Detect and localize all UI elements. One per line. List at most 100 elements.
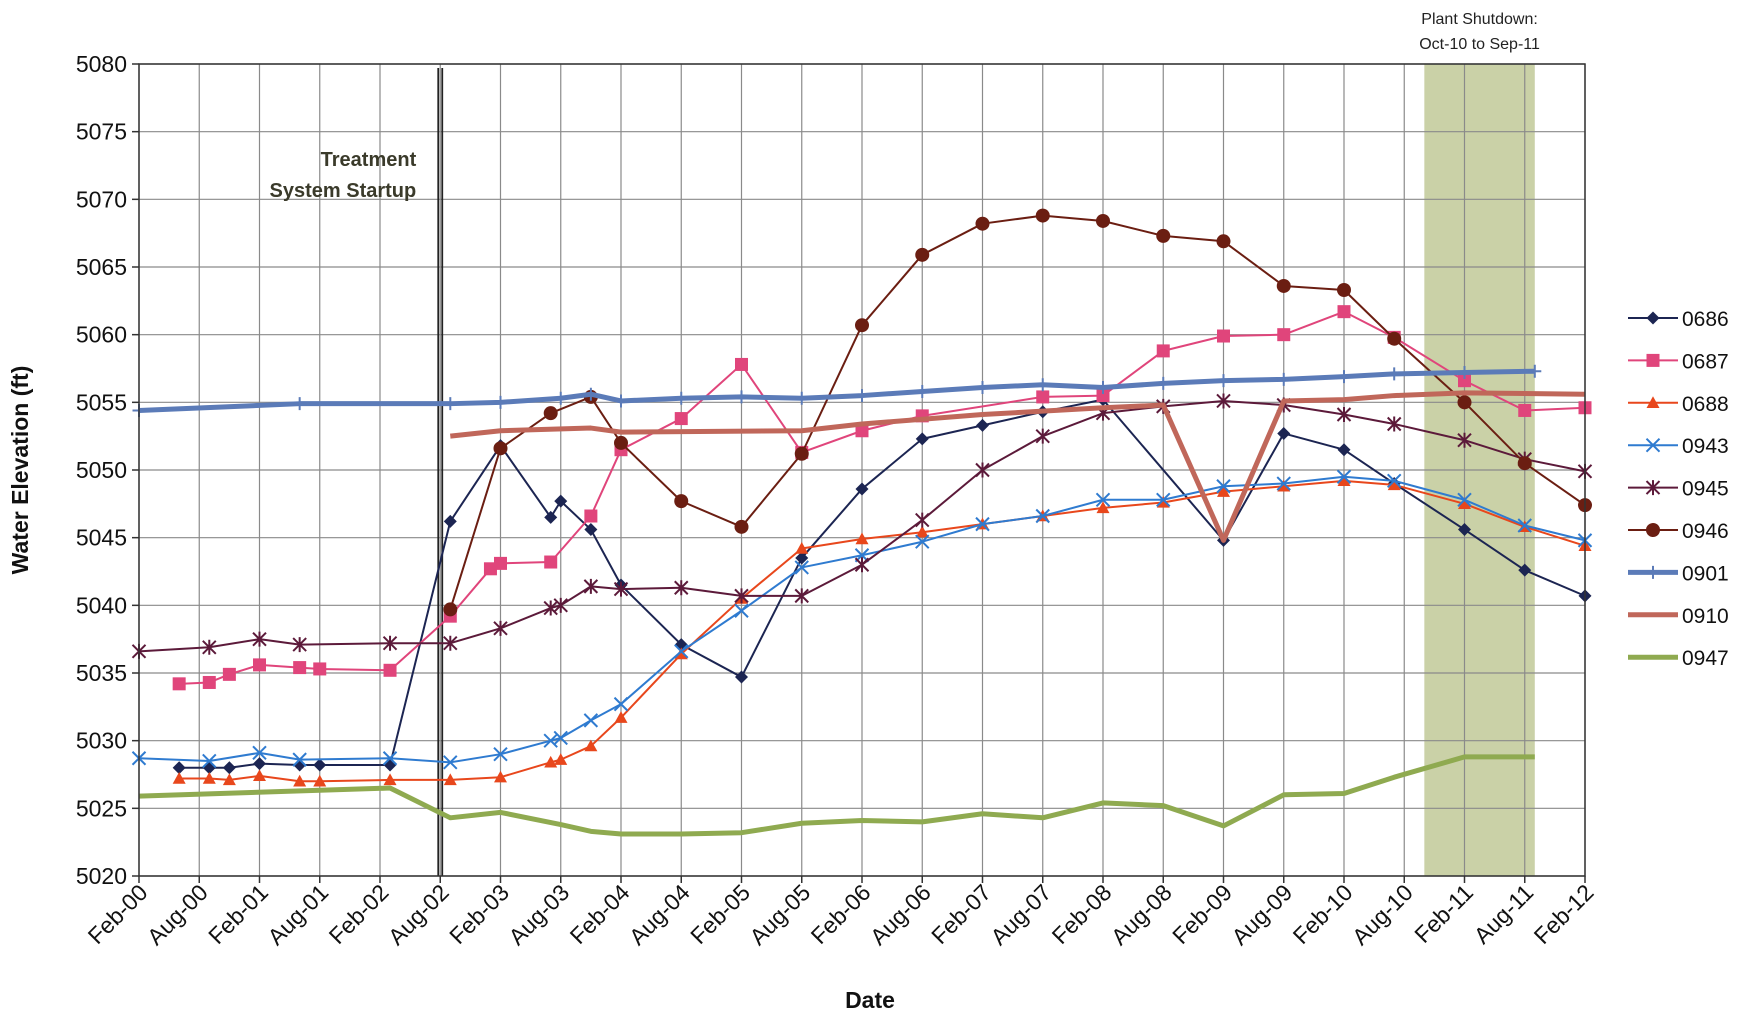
marker [1646,311,1660,325]
y-axis-title: Water Elevation (ft) [7,366,33,575]
marker [553,597,568,613]
y-tick-label: 5075 [76,119,127,145]
marker [1337,305,1351,319]
marker [975,216,990,231]
marker [554,391,568,405]
startup-label: Treatment [321,149,417,171]
marker [443,773,457,786]
marker [222,761,236,775]
marker [1336,407,1352,423]
marker [443,514,457,528]
marker [544,510,558,524]
marker [734,588,749,604]
marker [1156,344,1170,358]
legend-label: 0901 [1682,562,1729,585]
series-line [138,754,1535,837]
x-tick-label: Feb-03 [444,879,514,949]
y-tick-label: 5065 [76,254,127,280]
marker [1277,479,1291,492]
marker [253,658,266,672]
legend: 0686 0687 0688 0943 0945 0946 0901 0910 0947 [1628,308,1729,670]
marker [1336,469,1352,484]
marker [855,389,869,403]
marker [543,406,558,421]
plot-frame [138,63,1586,877]
series-line [179,310,1586,685]
marker [1457,395,1472,410]
marker [976,380,989,394]
x-tick-label: Aug-06 [865,879,936,950]
marker [583,713,599,728]
marker [1645,480,1661,496]
series [172,393,1592,775]
marker [383,663,397,677]
marker [544,755,558,768]
marker [383,773,397,786]
legend-label: 0946 [1682,520,1729,543]
marker [1387,478,1401,491]
x-tick-label: Feb-09 [1167,879,1237,949]
marker [222,667,236,681]
x-tick-label: Aug-05 [744,879,815,950]
marker [794,446,809,461]
legend-label: 0687 [1682,350,1729,373]
x-tick-label: Aug-11 [1469,879,1539,949]
x-tick-label: Aug-07 [985,879,1056,950]
marker [734,519,749,534]
marker [915,432,929,446]
x-tick-label: Feb-12 [1529,879,1599,949]
marker [202,639,217,655]
marker [794,560,809,575]
marker [614,435,628,450]
marker [443,602,458,617]
x-tick-label: Aug-01 [262,879,333,950]
x-tick-label: Aug-08 [1106,879,1177,950]
series [450,390,1586,543]
marker [674,580,689,596]
marker [1518,403,1532,417]
marker [1277,372,1291,386]
marker [1458,366,1471,380]
marker [1035,208,1050,223]
x-tick-label: Aug-04 [624,879,695,950]
shaded-region-label: Oct-10 to Sep-11 [1419,36,1540,53]
legend-label: 0686 [1682,308,1729,331]
marker [1156,492,1171,507]
marker [794,588,809,604]
series [443,208,1592,617]
marker [915,534,930,549]
y-tick-label: 5055 [76,389,127,415]
marker [584,387,598,401]
marker [1517,518,1532,533]
marker [253,757,266,771]
marker [172,761,186,775]
marker [1036,378,1050,392]
marker [1646,523,1660,537]
marker [544,555,558,569]
legend-label: 0943 [1682,435,1729,458]
marker [443,635,458,651]
series [132,364,1542,417]
marker [975,516,990,532]
marker [584,509,598,523]
y-tick-label: 5035 [76,660,127,686]
x-tick-label: Feb-05 [685,879,755,949]
marker [313,774,327,787]
marker [854,557,870,573]
marker [583,578,599,594]
marker [172,677,186,691]
marker [1035,508,1050,524]
marker [1156,228,1171,243]
marker [494,395,507,409]
marker [382,635,398,651]
marker [222,773,236,786]
marker [855,532,869,545]
marker [554,753,568,765]
marker [313,758,327,772]
marker [795,551,809,565]
marker [1277,328,1291,342]
marker [1387,473,1402,489]
marker [614,394,628,408]
series-line [450,390,1586,543]
marker [494,556,507,570]
